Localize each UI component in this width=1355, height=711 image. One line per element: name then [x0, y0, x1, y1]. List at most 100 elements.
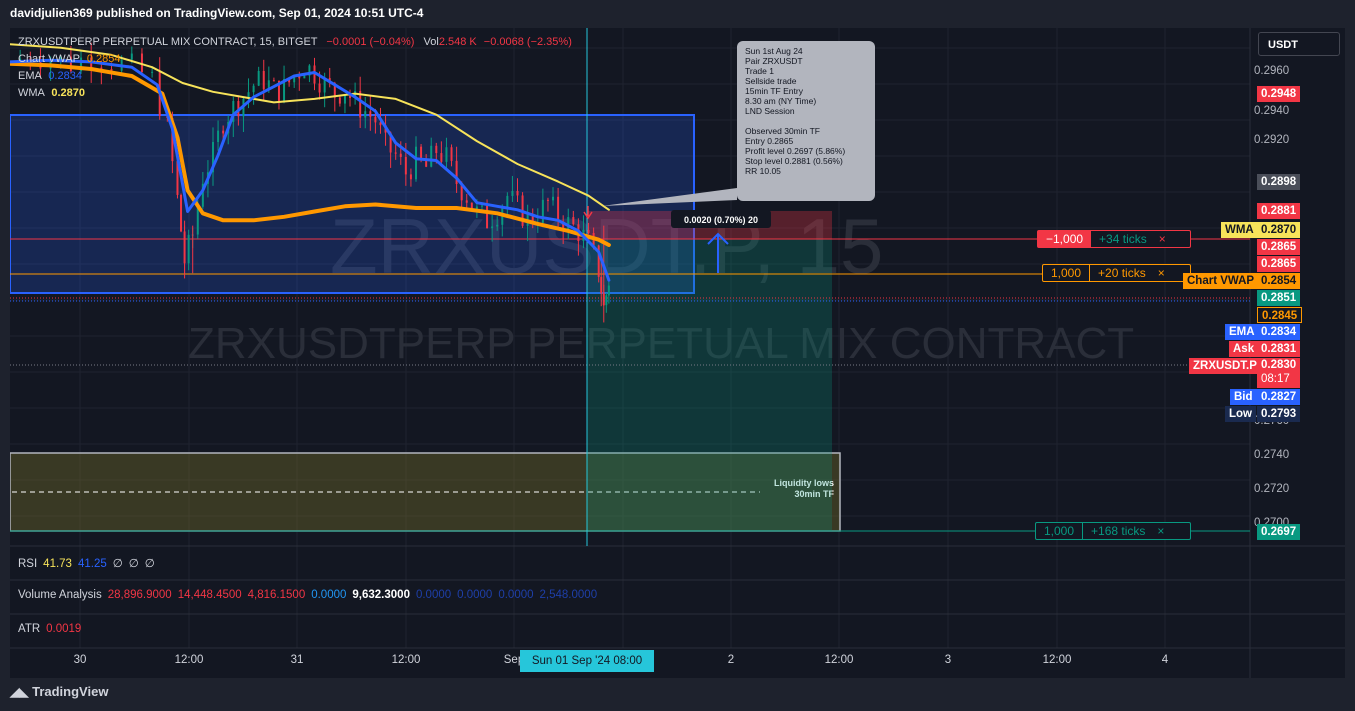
rsi-name: RSI: [18, 558, 38, 570]
price-tag-wma: WMA: [1221, 222, 1258, 238]
candle-body: [415, 146, 417, 180]
candle-body: [69, 56, 72, 72]
time-tick: Sep: [503, 654, 525, 666]
candle-body: [187, 234, 190, 264]
time-tick: 12:00: [391, 654, 421, 666]
candle-body: [607, 285, 610, 296]
candle-body: [572, 217, 575, 225]
price-tag-low: Low: [1225, 406, 1256, 422]
currency-button[interactable]: USDT: [1258, 32, 1340, 56]
va-v7: 0.0000: [498, 589, 534, 601]
price-tag-ema: EMA: [1225, 324, 1259, 340]
price-label-wma: 0.2870: [1257, 222, 1301, 238]
tradingview-logo-icon: ◢◣: [10, 685, 29, 699]
candle-body: [546, 199, 549, 201]
price-axis-tick: 0.2940: [1254, 105, 1289, 117]
legend-wma[interactable]: WMA 0.2870: [18, 87, 85, 99]
vol-value: 2.548 K: [438, 36, 477, 48]
tradingview-logo[interactable]: ◢◣ TradingView: [10, 684, 108, 699]
legend-ema[interactable]: EMA 0.2834: [18, 70, 82, 82]
candle-body: [399, 153, 402, 157]
candle-body: [277, 80, 280, 101]
candle-body: [409, 174, 412, 180]
candle-body: [475, 206, 478, 210]
candle-body: [180, 194, 183, 232]
stop-close-icon[interactable]: ×: [1158, 232, 1166, 246]
candle-body: [486, 205, 489, 229]
trade-note[interactable]: Sun 1st Aug 24 Pair ZRXUSDT Trade 1 Sell…: [737, 41, 875, 201]
time-tick: 31: [290, 654, 304, 666]
candle-body: [298, 76, 301, 79]
candle-body: [308, 65, 311, 76]
candle-body: [516, 190, 519, 196]
risk-tooltip: 0.0020 (0.70%) 20: [684, 215, 758, 225]
candle-body: [212, 142, 214, 173]
candle-body: [600, 276, 603, 294]
candle-body: [110, 69, 113, 71]
candle-body: [349, 95, 352, 98]
candle-body: [562, 221, 565, 231]
atr-legend[interactable]: ATR 0.0019: [18, 623, 87, 635]
candle-body: [465, 200, 468, 203]
entry-close-icon[interactable]: ×: [1157, 266, 1165, 280]
liquidity-label-1: Liquidity lows: [774, 478, 834, 488]
time-tick: 3: [944, 654, 952, 666]
candle-body: [100, 67, 103, 70]
candle-body: [460, 183, 463, 201]
candle-body: [217, 130, 220, 143]
price-label-target: 0.2697: [1257, 524, 1301, 540]
candle-body: [435, 145, 438, 154]
candle-body: [605, 295, 608, 306]
candle-body: [496, 224, 499, 227]
candle-body: [430, 145, 433, 167]
risk-tooltip-bg: [671, 210, 771, 228]
price-label-high: 0.2948: [1257, 86, 1301, 102]
candle-body: [597, 245, 600, 277]
candle-body: [440, 153, 443, 162]
target-position-box[interactable]: 1,000 +168 ticks ×: [1035, 522, 1191, 540]
candle-body: [480, 205, 483, 207]
time-tick: 4: [1161, 654, 1169, 666]
volume-analysis-legend[interactable]: Volume Analysis 28,896.9000 14,448.4500 4,8…: [18, 589, 603, 601]
target-close-icon[interactable]: ×: [1157, 524, 1165, 538]
price-tag-ask: Ask: [1229, 341, 1259, 357]
price-label-green: 0.2851: [1257, 290, 1301, 306]
candle-body: [359, 90, 362, 118]
time-tick: 30: [73, 654, 87, 666]
candle-body: [587, 229, 590, 233]
price-label-entry-2: 0.2865: [1257, 256, 1301, 272]
candle-body: [232, 101, 235, 122]
va-name: Volume Analysis: [18, 589, 102, 601]
va-v0: 28,896.9000: [107, 589, 172, 601]
rsi-legend[interactable]: RSI 41.73 41.25 ∅ ∅ ∅: [18, 556, 161, 570]
liquidity-label-2: 30min TF: [794, 489, 834, 499]
candle-body: [313, 65, 316, 84]
legend-wma-value: 0.2870: [51, 87, 85, 99]
legend-vwap-value: 0.2854: [86, 53, 121, 65]
candle-body: [450, 147, 453, 161]
legend-vwap-name: Chart VWAP: [18, 53, 80, 65]
candle-body: [445, 147, 448, 162]
legend-vwap[interactable]: Chart VWAP 0.2854: [18, 53, 120, 65]
crosshair-time-label: Sun 01 Sep '24 08:00: [520, 650, 654, 672]
entry-qty: 1,000: [1051, 266, 1082, 280]
candle-body: [511, 190, 514, 196]
candle-body: [176, 161, 179, 195]
entry-position-box[interactable]: 1,000 +20 ticks ×: [1042, 264, 1191, 282]
candle-body: [80, 57, 83, 72]
va-v3: 0.0000: [311, 589, 347, 601]
candle-body: [374, 116, 377, 123]
candle-body: [557, 196, 560, 222]
note-pointer: [602, 188, 737, 206]
legend-ema-name: EMA: [18, 70, 42, 82]
publisher-line: davidjulien369 published on TradingView.…: [10, 6, 424, 20]
profit-zone: [587, 239, 832, 531]
candle-body: [140, 53, 143, 73]
price-label-entry-1: 0.2865: [1257, 239, 1301, 255]
rsi-empty-2: ∅: [128, 558, 139, 570]
price-axis-tick: 0.2740: [1254, 449, 1289, 461]
va-v8: 2,548.0000: [539, 589, 598, 601]
stop-position-box[interactable]: −1,000 +34 ticks ×: [1037, 230, 1191, 248]
